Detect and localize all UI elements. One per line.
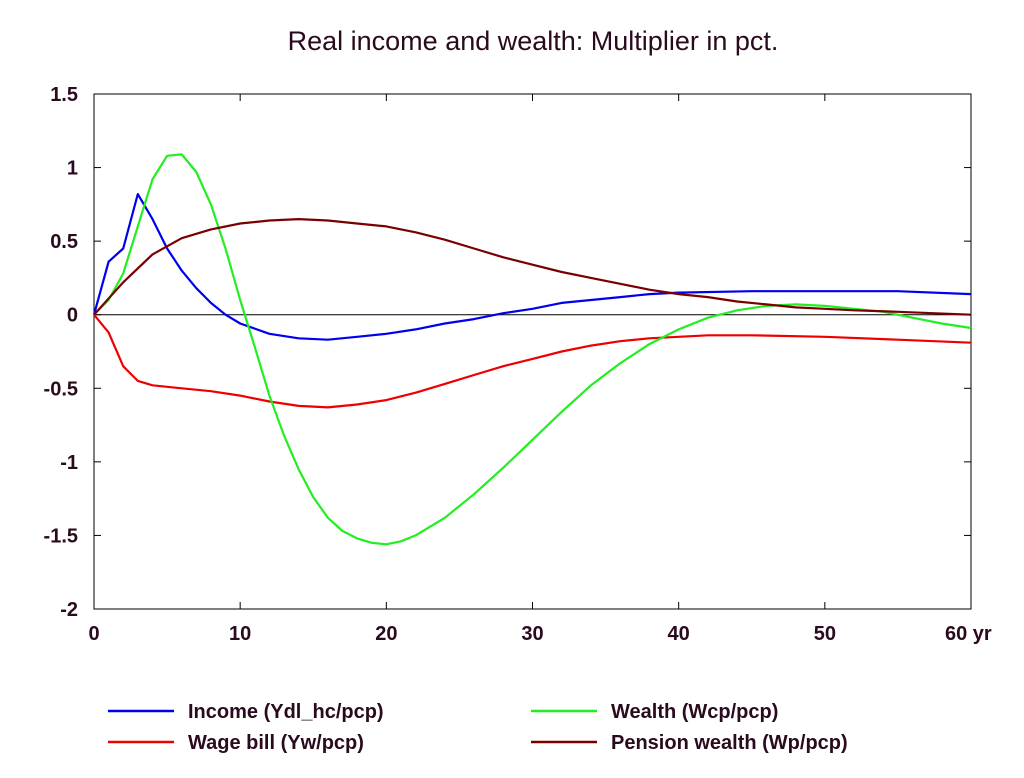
axis-ticks: 1.5 1 0.5 0 -0.5 -1 -1.5 -2 0 10 20 30 40 50 60 yr: [44, 84, 992, 645]
legend-label: Income (Ydl_hc/pcp): [188, 701, 384, 723]
x-tick-label: 40: [668, 623, 690, 645]
legend-label: Pension wealth (Wp/pcp): [611, 732, 848, 754]
x-tick-label: 50: [814, 623, 836, 645]
x-tick-label: 0: [88, 623, 99, 645]
y-tick-label: -0.5: [44, 378, 78, 400]
x-tick-label: 10: [229, 623, 251, 645]
y-tick-label: -2: [60, 599, 78, 621]
series-line: [92, 193, 972, 341]
y-tick-label: 1: [67, 158, 78, 180]
plot-border: [93, 93, 972, 610]
legend: Income (Ydl_hc/pcp) Wage bill (Yw/pcp) Wea…: [108, 701, 848, 754]
plot-frame: [93, 93, 972, 610]
x-tick-label: 30: [521, 623, 543, 645]
y-tick-label: -1: [60, 452, 78, 474]
y-tick-label: 1.5: [50, 84, 78, 106]
series-line: [93, 218, 972, 316]
series-line: [93, 153, 972, 546]
y-tick-label: -1.5: [44, 525, 78, 547]
y-tick-label: 0: [67, 305, 78, 327]
legend-label: Wage bill (Yw/pcp): [188, 732, 364, 754]
series-line: [93, 314, 972, 409]
legend-label: Wealth (Wcp/pcp): [611, 701, 778, 723]
series-layer: [92, 153, 972, 546]
y-tick-label: 0.5: [50, 231, 78, 253]
x-tick-label: 20: [375, 623, 397, 645]
chart-title: Real income and wealth: Multiplier in pc…: [288, 26, 779, 56]
x-tick-label: 60 yr: [945, 623, 992, 645]
